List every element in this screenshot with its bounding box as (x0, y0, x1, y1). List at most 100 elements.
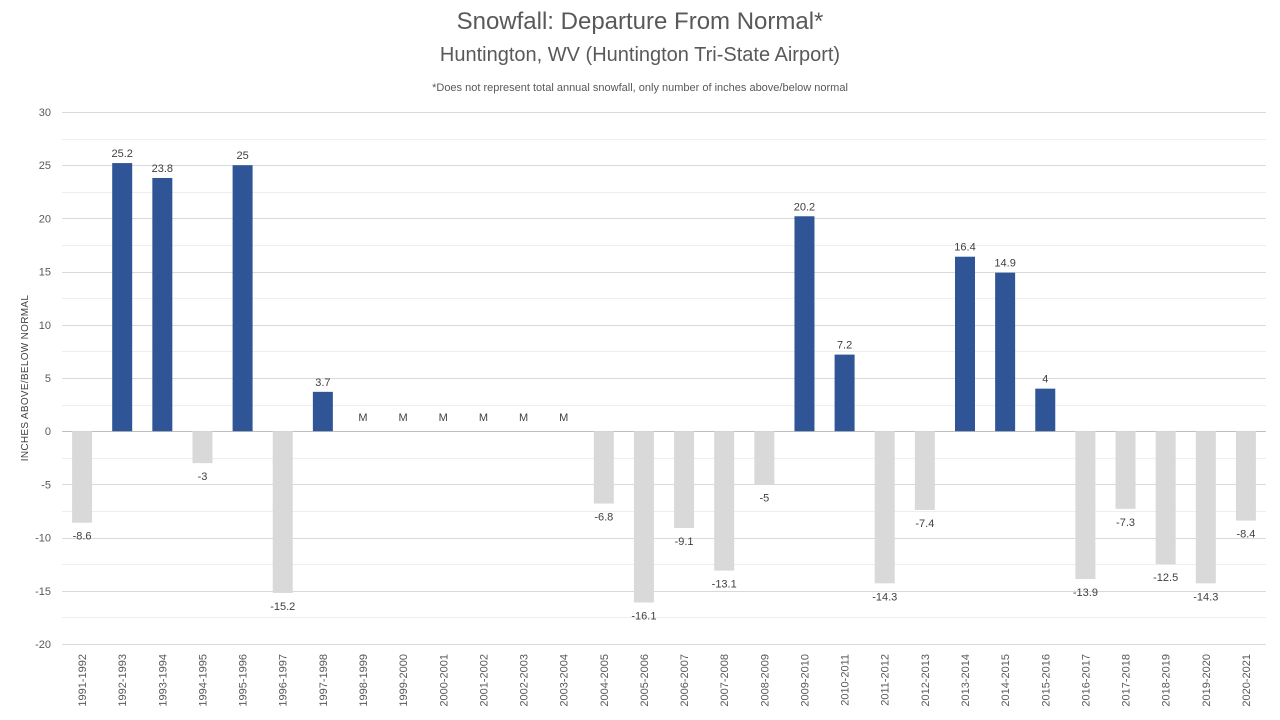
bar (955, 256, 975, 432)
data-label: -13.1 (712, 579, 737, 591)
y-tick-label: 25 (39, 160, 51, 172)
x-tick-label: 2010-2011 (840, 654, 852, 706)
y-tick-label: 10 (39, 320, 51, 332)
data-label: -15.2 (270, 601, 295, 613)
bar (995, 272, 1016, 432)
data-label: -12.5 (1153, 572, 1178, 584)
bar (1115, 431, 1136, 509)
data-label: -13.9 (1073, 587, 1098, 599)
bar (674, 431, 695, 529)
data-label: 4 (1042, 374, 1048, 386)
x-tick-label: 1999-2000 (398, 654, 410, 707)
x-tick-label: 2002-2003 (519, 654, 531, 707)
x-tick-label: 2008-2009 (759, 654, 771, 707)
data-label: -14.3 (872, 591, 897, 603)
chart-title: Snowfall: Departure From Normal* (456, 8, 824, 35)
gridlines (62, 112, 1266, 645)
x-tick-label: 2016-2017 (1080, 654, 1092, 707)
data-labels: -8.6 25.2 23.8 -3 25 -15.2 3.7 M M M M M M -6.8 -16.1 -… (73, 148, 1256, 622)
bar (1075, 431, 1096, 580)
y-tick-label: 5 (45, 373, 51, 385)
x-tick-label: 2003-2004 (559, 654, 571, 707)
bar (272, 431, 293, 593)
bar (914, 431, 935, 510)
x-tick-label: 1991-1992 (77, 654, 89, 707)
data-label: -6.8 (594, 512, 613, 524)
data-label: 14.9 (994, 258, 1015, 270)
bar (312, 391, 333, 432)
data-label: 7.2 (837, 340, 852, 352)
data-label: 23.8 (152, 163, 173, 175)
bar (754, 431, 775, 485)
x-tick-label: 2004-2005 (599, 654, 611, 707)
x-tick-label: 2012-2013 (920, 654, 932, 707)
x-tick-label: 2019-2020 (1201, 654, 1213, 707)
data-label: -7.4 (915, 518, 934, 530)
chart-note: *Does not represent total annual snowfal… (432, 82, 848, 94)
x-tick-label: 2018-2019 (1161, 654, 1173, 707)
data-label: -8.4 (1236, 529, 1255, 541)
data-label: M (519, 412, 528, 424)
data-label: 25.2 (111, 148, 132, 160)
bar (874, 431, 895, 584)
bars (72, 163, 1256, 603)
data-label: -9.1 (675, 536, 694, 548)
y-tick-label: 0 (45, 426, 51, 438)
data-label: -16.1 (631, 611, 656, 623)
data-label: -3 (198, 471, 208, 483)
x-tick-label: 2000-2001 (438, 654, 450, 707)
data-label: M (439, 412, 448, 424)
bar (794, 216, 815, 432)
y-tick-label: -15 (35, 586, 51, 598)
x-tick-label: 1995-1996 (238, 654, 250, 707)
data-label: -14.3 (1193, 591, 1218, 603)
data-label: 3.7 (315, 377, 330, 389)
data-label: M (399, 412, 408, 424)
x-tick-label: 1993-1994 (157, 654, 169, 707)
bar (834, 354, 855, 432)
x-tick-label: 1997-1998 (318, 654, 330, 707)
y-tick-label: 20 (39, 213, 51, 225)
bar (1235, 431, 1256, 521)
y-axis-label: INCHES ABOVE/BELOW NORMAL (20, 295, 31, 462)
x-tick-label: 2015-2016 (1040, 654, 1052, 707)
data-label: -7.3 (1116, 517, 1135, 529)
chart-subtitle: Huntington, WV (Huntington Tri-State Air… (439, 44, 841, 66)
data-label: 16.4 (954, 242, 975, 254)
y-tick-label: 30 (39, 107, 51, 119)
bar (232, 165, 253, 432)
bar (593, 431, 614, 504)
x-axis-ticks: 1991-1992 1992-1993 1993-1994 1994-1995 1995… (77, 654, 1253, 707)
bar (1155, 431, 1176, 565)
x-tick-label: 2014-2015 (1000, 654, 1012, 707)
data-label: 25 (236, 150, 248, 162)
x-tick-label: 2020-2021 (1241, 654, 1253, 707)
y-tick-label: -5 (41, 479, 51, 491)
bar (192, 431, 213, 464)
y-tick-label: -20 (35, 639, 51, 651)
bar (1035, 388, 1056, 432)
x-tick-label: 2009-2010 (799, 654, 811, 707)
x-tick-label: 2013-2014 (960, 654, 972, 707)
data-label: -5 (759, 492, 769, 504)
bar (714, 431, 735, 571)
y-tick-label: -10 (35, 533, 51, 545)
x-tick-label: 1992-1993 (117, 654, 129, 707)
bar (633, 431, 654, 603)
y-axis-ticks: 30 25 20 15 10 5 0 -5 -10 -15 -20 (35, 107, 51, 651)
data-label: 20.2 (794, 201, 815, 213)
x-tick-label: 2007-2008 (719, 654, 731, 707)
x-tick-label: 1996-1997 (278, 654, 290, 707)
x-tick-label: 2006-2007 (679, 654, 691, 707)
bar (112, 163, 133, 432)
data-label: M (358, 412, 367, 424)
x-tick-label: 2011-2012 (880, 654, 892, 706)
x-tick-label: 2005-2006 (639, 654, 651, 707)
bar (1195, 431, 1216, 584)
x-tick-label: 2017-2018 (1121, 654, 1133, 707)
y-tick-label: 15 (39, 267, 51, 279)
x-tick-label: 1994-1995 (197, 654, 209, 707)
x-tick-label: 2001-2002 (478, 654, 490, 707)
data-label: -8.6 (73, 531, 92, 543)
